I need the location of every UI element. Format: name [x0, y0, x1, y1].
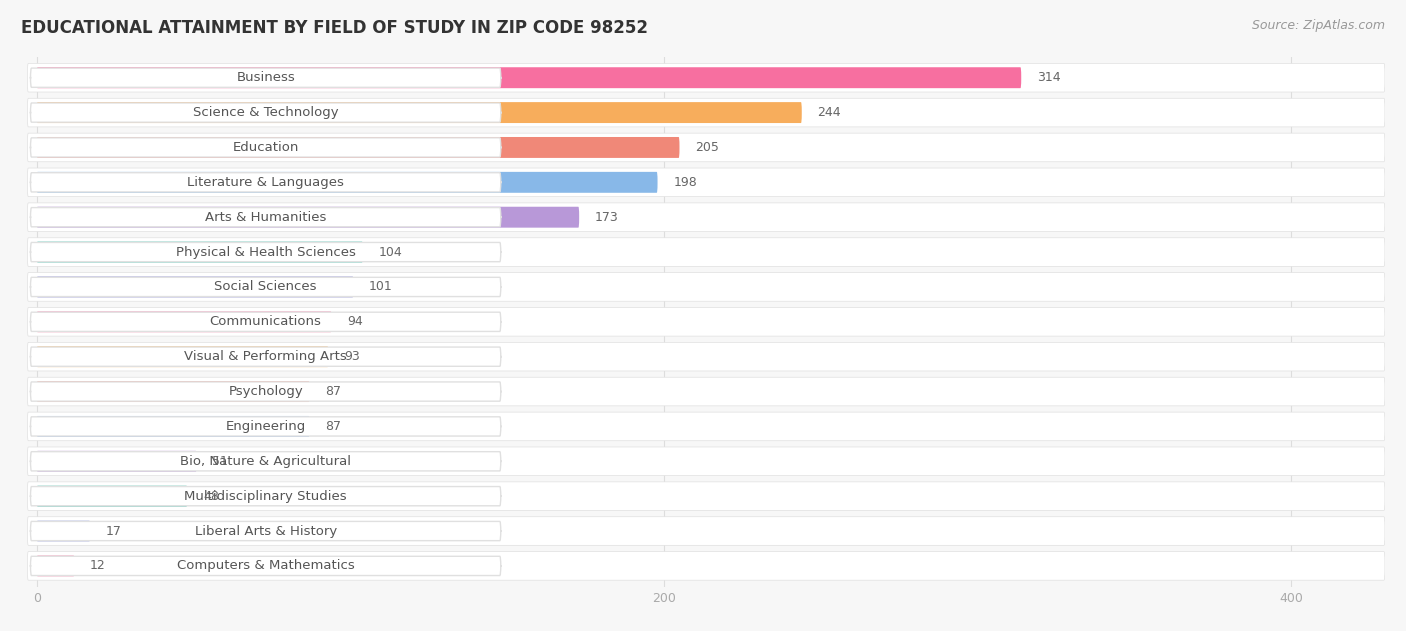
Text: Multidisciplinary Studies: Multidisciplinary Studies: [184, 490, 347, 503]
FancyBboxPatch shape: [31, 347, 501, 367]
FancyBboxPatch shape: [27, 238, 1385, 266]
Text: Literature & Languages: Literature & Languages: [187, 176, 344, 189]
FancyBboxPatch shape: [27, 377, 1385, 406]
FancyBboxPatch shape: [31, 242, 501, 262]
Text: Physical & Health Sciences: Physical & Health Sciences: [176, 245, 356, 259]
FancyBboxPatch shape: [37, 451, 197, 472]
Text: Communications: Communications: [209, 316, 322, 328]
FancyBboxPatch shape: [31, 487, 501, 506]
FancyBboxPatch shape: [31, 452, 501, 471]
Text: 12: 12: [90, 560, 105, 572]
FancyBboxPatch shape: [37, 207, 579, 228]
FancyBboxPatch shape: [37, 521, 90, 541]
FancyBboxPatch shape: [31, 208, 501, 227]
FancyBboxPatch shape: [27, 551, 1385, 581]
FancyBboxPatch shape: [27, 447, 1385, 476]
Text: Education: Education: [232, 141, 299, 154]
FancyBboxPatch shape: [37, 172, 658, 193]
Text: 17: 17: [105, 524, 121, 538]
FancyBboxPatch shape: [31, 557, 501, 575]
FancyBboxPatch shape: [27, 343, 1385, 371]
Text: Business: Business: [236, 71, 295, 84]
Text: 198: 198: [673, 176, 697, 189]
Text: Bio, Nature & Agricultural: Bio, Nature & Agricultural: [180, 455, 352, 468]
Text: 93: 93: [344, 350, 360, 363]
FancyBboxPatch shape: [37, 311, 332, 333]
FancyBboxPatch shape: [37, 346, 329, 367]
Text: 244: 244: [817, 106, 841, 119]
Text: EDUCATIONAL ATTAINMENT BY FIELD OF STUDY IN ZIP CODE 98252: EDUCATIONAL ATTAINMENT BY FIELD OF STUDY…: [21, 19, 648, 37]
Text: Arts & Humanities: Arts & Humanities: [205, 211, 326, 224]
Text: Social Sciences: Social Sciences: [214, 280, 316, 293]
FancyBboxPatch shape: [27, 98, 1385, 127]
Text: Science & Technology: Science & Technology: [193, 106, 339, 119]
FancyBboxPatch shape: [37, 555, 75, 576]
FancyBboxPatch shape: [31, 68, 501, 87]
FancyBboxPatch shape: [27, 482, 1385, 510]
FancyBboxPatch shape: [37, 276, 353, 297]
Text: 104: 104: [378, 245, 402, 259]
FancyBboxPatch shape: [31, 417, 501, 436]
FancyBboxPatch shape: [37, 242, 363, 262]
FancyBboxPatch shape: [37, 486, 187, 507]
FancyBboxPatch shape: [37, 68, 1021, 88]
Text: 94: 94: [347, 316, 363, 328]
FancyBboxPatch shape: [27, 64, 1385, 92]
FancyBboxPatch shape: [27, 168, 1385, 197]
Text: 173: 173: [595, 211, 619, 224]
FancyBboxPatch shape: [37, 102, 801, 123]
Text: Liberal Arts & History: Liberal Arts & History: [194, 524, 337, 538]
Text: 205: 205: [695, 141, 718, 154]
FancyBboxPatch shape: [37, 137, 679, 158]
Text: Engineering: Engineering: [225, 420, 305, 433]
FancyBboxPatch shape: [37, 381, 309, 402]
FancyBboxPatch shape: [27, 133, 1385, 162]
Text: 87: 87: [325, 420, 342, 433]
FancyBboxPatch shape: [31, 312, 501, 331]
Text: 48: 48: [202, 490, 219, 503]
FancyBboxPatch shape: [31, 138, 501, 157]
Text: Source: ZipAtlas.com: Source: ZipAtlas.com: [1251, 19, 1385, 32]
FancyBboxPatch shape: [27, 412, 1385, 440]
Text: Visual & Performing Arts: Visual & Performing Arts: [184, 350, 347, 363]
FancyBboxPatch shape: [31, 382, 501, 401]
FancyBboxPatch shape: [27, 273, 1385, 301]
FancyBboxPatch shape: [31, 103, 501, 122]
FancyBboxPatch shape: [31, 173, 501, 192]
Text: Computers & Mathematics: Computers & Mathematics: [177, 560, 354, 572]
Text: 87: 87: [325, 385, 342, 398]
Text: Psychology: Psychology: [228, 385, 304, 398]
FancyBboxPatch shape: [31, 277, 501, 297]
Text: 314: 314: [1036, 71, 1060, 84]
FancyBboxPatch shape: [37, 416, 309, 437]
Text: 51: 51: [212, 455, 228, 468]
FancyBboxPatch shape: [27, 307, 1385, 336]
Text: 101: 101: [370, 280, 392, 293]
FancyBboxPatch shape: [27, 517, 1385, 545]
FancyBboxPatch shape: [31, 521, 501, 541]
FancyBboxPatch shape: [27, 203, 1385, 232]
